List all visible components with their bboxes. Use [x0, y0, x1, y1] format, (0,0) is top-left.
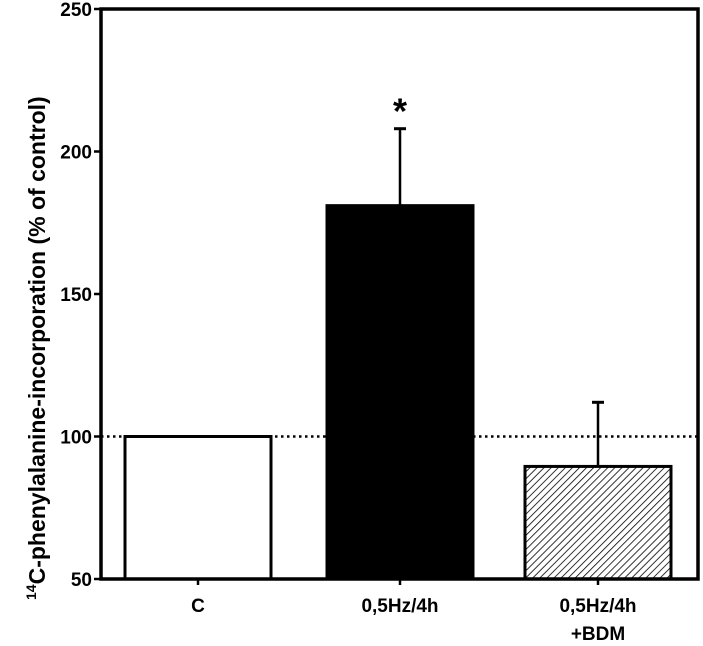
y-tick-label: 100 — [60, 428, 92, 449]
x-category-label: 0,5Hz/4h — [559, 596, 636, 617]
x-category-label: C — [191, 596, 205, 617]
y-tick-label: 250 — [60, 0, 92, 21]
y-tick-label: 150 — [60, 285, 92, 306]
x-category-label: 0,5Hz/4h — [361, 596, 438, 617]
plot-area: 50 100 150 200 250 C * 0,5Hz/4h 0,5Hz/4h +BDM — [60, 0, 700, 645]
y-axis-label-text: C-phenylalanine-incorporation (% of cont… — [24, 96, 50, 584]
y-tick-label: 50 — [71, 570, 92, 591]
bar — [325, 204, 475, 581]
y-axis-label-superscript: 14 — [23, 584, 39, 600]
y-tick-label: 200 — [60, 143, 92, 164]
bar — [123, 435, 273, 581]
y-axis-label: 14C-phenylalanine-incorporation (% of co… — [23, 96, 50, 600]
significance-marker: * — [393, 91, 407, 132]
plot-frame — [99, 7, 700, 581]
x-category-label: +BDM — [571, 624, 625, 645]
bar — [523, 464, 673, 581]
